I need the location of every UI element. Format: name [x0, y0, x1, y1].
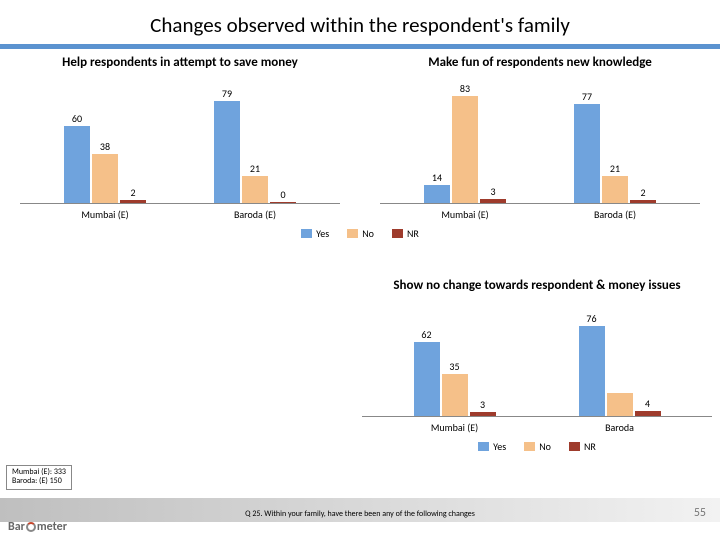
legend-swatch	[569, 442, 580, 451]
footer-bar: Q 25. Within your family, have there bee…	[0, 498, 720, 522]
bar: 14	[424, 185, 450, 203]
logo-text-left: Bar	[8, 520, 25, 534]
bar-value-label: 14	[432, 171, 442, 184]
legend-item: NR	[569, 440, 596, 453]
bar-group: 79210	[180, 74, 330, 203]
legend-label: No	[362, 227, 374, 240]
legend-swatch	[524, 442, 535, 451]
bar-value-label: 62	[421, 328, 431, 341]
bar-value-label: 4	[645, 397, 650, 410]
bar: 60	[64, 126, 90, 203]
footer-question: Q 25. Within your family, have there bee…	[245, 509, 475, 519]
bar: 2	[120, 200, 146, 203]
bar-group: 76 4	[537, 297, 702, 416]
x-axis-label: Mumbai (E)	[390, 208, 540, 221]
legend-label: NR	[407, 227, 419, 240]
page-title: Changes observed within the respondent's…	[0, 0, 720, 44]
bar-value-label: 60	[72, 112, 82, 125]
bar-value-label: 21	[610, 162, 620, 175]
bar-value-label: 83	[460, 82, 470, 95]
slide-number: 55	[694, 506, 706, 520]
bar-group: 14833	[390, 74, 540, 203]
bar-value-label: 79	[222, 87, 232, 100]
bar: 77	[574, 104, 600, 203]
legend: Yes No NR	[0, 227, 720, 240]
bar-value-label: 77	[582, 90, 592, 103]
top-charts-row: Help respondents in attempt to save mone…	[0, 55, 720, 221]
bar: 62	[414, 342, 440, 416]
bar-value-label: 0	[280, 188, 285, 201]
chart2-xlabels: Mumbai (E)Baroda (E)	[380, 204, 700, 221]
bar-value-label: 3	[480, 398, 485, 411]
bar: 38	[92, 154, 118, 203]
bar-value-label: 35	[449, 360, 459, 373]
bar: 3	[480, 199, 506, 203]
bar-value-label: 38	[100, 140, 110, 153]
legend-label: Yes	[493, 440, 506, 453]
legend-label: NR	[584, 440, 596, 453]
legend-swatch	[392, 229, 403, 238]
x-axis-label: Baroda (E)	[180, 208, 330, 221]
legend-item: No	[524, 440, 551, 453]
legend-item: No	[347, 227, 374, 240]
legend-swatch	[478, 442, 489, 451]
bar-value-label: 21	[250, 162, 260, 175]
bar: 83	[452, 96, 478, 203]
chart2-title: Make fun of respondents new knowledge	[380, 55, 700, 70]
bar: 35	[442, 374, 468, 416]
x-axis-label: Baroda	[537, 421, 702, 434]
bar-value-label: 3	[490, 185, 495, 198]
chart-make-fun: Make fun of respondents new knowledge 14…	[380, 55, 700, 221]
x-axis-label: Mumbai (E)	[372, 421, 537, 434]
chart3-plot: 62353764	[362, 297, 712, 417]
legend-swatch	[301, 229, 312, 238]
x-axis-label: Mumbai (E)	[30, 208, 180, 221]
sample-baroda: Baroda: (E) 150	[12, 477, 66, 487]
logo-o-icon	[26, 522, 36, 532]
bar-group: 60382	[30, 74, 180, 203]
logo-text-right: meter	[37, 520, 67, 534]
bar: 76	[579, 326, 605, 416]
legend-swatch	[347, 229, 358, 238]
legend-item: Yes	[301, 227, 329, 240]
barometer-logo: Bar meter	[8, 520, 67, 534]
chart-no-change: Show no change towards respondent & mone…	[362, 272, 712, 453]
x-axis-label: Baroda (E)	[540, 208, 690, 221]
bar-group: 62353	[372, 297, 537, 416]
sample-size-box: Mumbai (E): 333 Baroda: (E) 150	[6, 465, 72, 490]
bar-value-label: 2	[130, 186, 135, 199]
bar-value-label: 2	[640, 186, 645, 199]
legend-label: No	[539, 440, 551, 453]
chart3-title: Show no change towards respondent & mone…	[362, 278, 712, 293]
legend-item: NR	[392, 227, 419, 240]
chart2-plot: 1483377212	[380, 74, 700, 204]
bar	[607, 393, 633, 416]
bar: 2	[630, 200, 656, 203]
chart3-xlabels: Mumbai (E)Baroda	[362, 417, 712, 434]
legend-bottom: Yes No NR	[362, 440, 712, 453]
bar: 79	[214, 101, 240, 203]
legend-label: Yes	[316, 227, 329, 240]
bar: 4	[635, 411, 661, 416]
bar-value-label: 76	[586, 312, 596, 325]
bar: 0	[270, 202, 296, 203]
bar: 3	[470, 412, 496, 416]
chart-help-save-money: Help respondents in attempt to save mone…	[20, 55, 340, 221]
legend-item: Yes	[478, 440, 506, 453]
bar-group: 77212	[540, 74, 690, 203]
chart1-xlabels: Mumbai (E)Baroda (E)	[20, 204, 340, 221]
chart1-title: Help respondents in attempt to save mone…	[20, 55, 340, 70]
bar: 21	[602, 176, 628, 203]
bar: 21	[242, 176, 268, 203]
accent-bar	[0, 44, 720, 49]
chart1-plot: 6038279210	[20, 74, 340, 204]
